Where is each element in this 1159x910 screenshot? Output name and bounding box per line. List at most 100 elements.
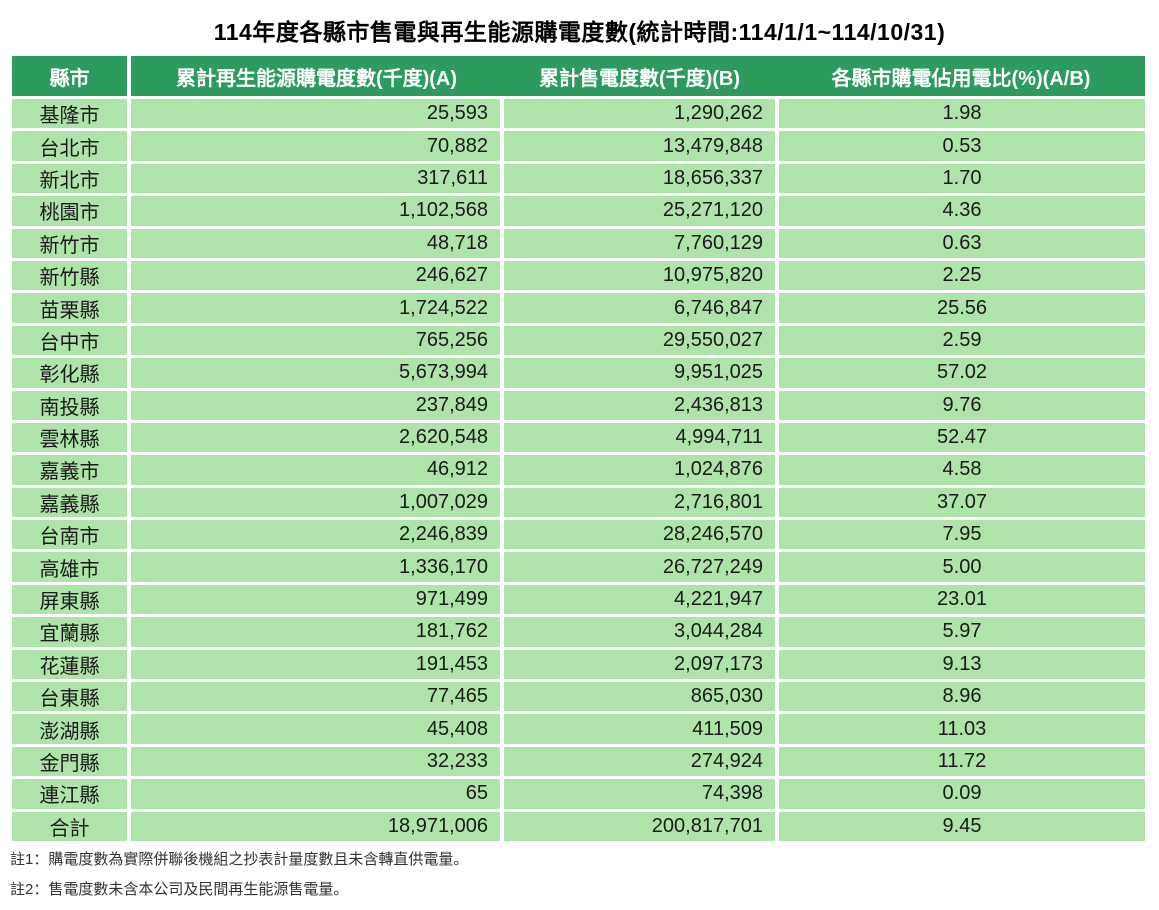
county-cell: 桃園市 xyxy=(12,196,127,226)
renewable-purchase-cell: 1,102,568 xyxy=(131,196,500,226)
county-cell: 苗栗縣 xyxy=(12,293,127,323)
column-header-electricity-sales: 累計售電度數(千度)(B) xyxy=(502,56,777,96)
electricity-sales-cell: 10,975,820 xyxy=(504,260,775,291)
county-cell: 新北市 xyxy=(12,163,127,194)
renewable-purchase-cell: 45,408 xyxy=(131,714,500,744)
column-header-county: 縣市 xyxy=(12,56,127,96)
electricity-sales-cell: 274,924 xyxy=(504,746,775,777)
ratio-cell: 9.76 xyxy=(779,390,1145,420)
electricity-sales-cell: 865,030 xyxy=(504,682,775,712)
ratio-cell: 37.07 xyxy=(779,487,1145,518)
ratio-cell: 9.45 xyxy=(779,811,1145,841)
table-row: 彰化縣 5,673,994 9,951,025 57.02 xyxy=(12,358,1145,388)
electricity-sales-cell: 74,398 xyxy=(504,779,775,809)
county-cell: 台東縣 xyxy=(12,682,127,712)
electricity-sales-cell: 2,097,173 xyxy=(504,649,775,680)
renewable-purchase-cell: 191,453 xyxy=(131,649,500,680)
county-cell: 基隆市 xyxy=(12,99,127,129)
ratio-cell: 7.95 xyxy=(779,520,1145,550)
ratio-cell: 5.00 xyxy=(779,552,1145,582)
renewable-purchase-cell: 5,673,994 xyxy=(131,358,500,388)
table-row: 嘉義市 46,912 1,024,876 4.58 xyxy=(12,455,1145,485)
column-header-group: 累計再生能源購電度數(千度)(A) 累計售電度數(千度)(B) 各縣市購電佔用電… xyxy=(131,56,1145,96)
ratio-cell: 0.09 xyxy=(779,779,1145,809)
ratio-cell: 1.98 xyxy=(779,99,1145,129)
electricity-sales-cell: 29,550,027 xyxy=(504,325,775,356)
ratio-cell: 2.59 xyxy=(779,325,1145,356)
electricity-sales-cell: 1,290,262 xyxy=(504,99,775,129)
renewable-purchase-cell: 70,882 xyxy=(131,131,500,161)
table-row: 高雄市 1,336,170 26,727,249 5.00 xyxy=(12,552,1145,582)
renewable-purchase-cell: 1,336,170 xyxy=(131,552,500,582)
county-cell: 嘉義縣 xyxy=(12,487,127,518)
electricity-sales-cell: 7,760,129 xyxy=(504,228,775,258)
page-title: 114年度各縣市售電與再生能源購電度數(統計時間:114/1/1~114/10/… xyxy=(213,19,946,45)
electricity-sales-cell: 9,951,025 xyxy=(504,358,775,388)
ratio-cell: 11.03 xyxy=(779,714,1145,744)
table-row: 連江縣 65 74,398 0.09 xyxy=(12,779,1145,809)
table-row: 新北市 317,611 18,656,337 1.70 xyxy=(12,163,1145,194)
county-cell: 彰化縣 xyxy=(12,358,127,388)
table-row: 台北市 70,882 13,479,848 0.53 xyxy=(12,131,1145,161)
table-row: 南投縣 237,849 2,436,813 9.76 xyxy=(12,390,1145,420)
ratio-cell: 9.13 xyxy=(779,649,1145,680)
column-header-ratio: 各縣市購電佔用電比(%)(A/B) xyxy=(777,56,1145,96)
table-header-row: 縣市 累計再生能源購電度數(千度)(A) 累計售電度數(千度)(B) 各縣市購電… xyxy=(12,56,1145,96)
renewable-purchase-cell: 46,912 xyxy=(131,455,500,485)
electricity-sales-cell: 6,746,847 xyxy=(504,293,775,323)
renewable-purchase-cell: 237,849 xyxy=(131,390,500,420)
ratio-cell: 4.58 xyxy=(779,455,1145,485)
electricity-sales-cell: 2,716,801 xyxy=(504,487,775,518)
county-cell: 嘉義市 xyxy=(12,455,127,485)
renewable-purchase-cell: 765,256 xyxy=(131,325,500,356)
ratio-cell: 57.02 xyxy=(779,358,1145,388)
electricity-sales-cell: 200,817,701 xyxy=(504,811,775,841)
ratio-cell: 23.01 xyxy=(779,584,1145,615)
ratio-cell: 0.53 xyxy=(779,131,1145,161)
renewable-purchase-cell: 32,233 xyxy=(131,746,500,777)
county-cell: 台南市 xyxy=(12,520,127,550)
county-cell: 高雄市 xyxy=(12,552,127,582)
renewable-purchase-cell: 1,007,029 xyxy=(131,487,500,518)
renewable-purchase-cell: 77,465 xyxy=(131,682,500,712)
county-cell: 金門縣 xyxy=(12,746,127,777)
county-cell: 澎湖縣 xyxy=(12,714,127,744)
data-table: 縣市 累計再生能源購電度數(千度)(A) 累計售電度數(千度)(B) 各縣市購電… xyxy=(12,56,1145,841)
ratio-cell: 52.47 xyxy=(779,422,1145,453)
county-cell: 雲林縣 xyxy=(12,422,127,453)
ratio-cell: 5.97 xyxy=(779,617,1145,647)
renewable-purchase-cell: 971,499 xyxy=(131,584,500,615)
table-row: 金門縣 32,233 274,924 11.72 xyxy=(12,746,1145,777)
table-row: 宜蘭縣 181,762 3,044,284 5.97 xyxy=(12,617,1145,647)
table-row: 合計 18,971,006 200,817,701 9.45 xyxy=(12,811,1145,841)
renewable-purchase-cell: 2,620,548 xyxy=(131,422,500,453)
electricity-sales-cell: 2,436,813 xyxy=(504,390,775,420)
renewable-purchase-cell: 2,246,839 xyxy=(131,520,500,550)
footnote-2: 註2：售電度數未含本公司及民間再生能源售電量。 xyxy=(10,880,349,898)
ratio-cell: 0.63 xyxy=(779,228,1145,258)
renewable-purchase-cell: 48,718 xyxy=(131,228,500,258)
table-row: 桃園市 1,102,568 25,271,120 4.36 xyxy=(12,196,1145,226)
ratio-cell: 8.96 xyxy=(779,682,1145,712)
ratio-cell: 25.56 xyxy=(779,293,1145,323)
electricity-sales-cell: 18,656,337 xyxy=(504,163,775,194)
renewable-purchase-cell: 246,627 xyxy=(131,260,500,291)
table-row: 新竹市 48,718 7,760,129 0.63 xyxy=(12,228,1145,258)
electricity-sales-cell: 13,479,848 xyxy=(504,131,775,161)
county-cell: 新竹市 xyxy=(12,228,127,258)
county-cell: 新竹縣 xyxy=(12,260,127,291)
table-row: 雲林縣 2,620,548 4,994,711 52.47 xyxy=(12,422,1145,453)
table-row: 台東縣 77,465 865,030 8.96 xyxy=(12,682,1145,712)
column-header-renewable-purchase: 累計再生能源購電度數(千度)(A) xyxy=(131,56,502,96)
county-cell: 宜蘭縣 xyxy=(12,617,127,647)
table-row: 屏東縣 971,499 4,221,947 23.01 xyxy=(12,584,1145,615)
electricity-sales-cell: 28,246,570 xyxy=(504,520,775,550)
county-cell: 台北市 xyxy=(12,131,127,161)
county-cell: 南投縣 xyxy=(12,390,127,420)
table-row: 台中市 765,256 29,550,027 2.59 xyxy=(12,325,1145,356)
ratio-cell: 11.72 xyxy=(779,746,1145,777)
electricity-sales-cell: 411,509 xyxy=(504,714,775,744)
footnote-1: 註1：購電度數為實際併聯後機組之抄表計量度數且未含轉直供電量。 xyxy=(10,850,469,868)
renewable-purchase-cell: 317,611 xyxy=(131,163,500,194)
table-row: 基隆市 25,593 1,290,262 1.98 xyxy=(12,99,1145,129)
